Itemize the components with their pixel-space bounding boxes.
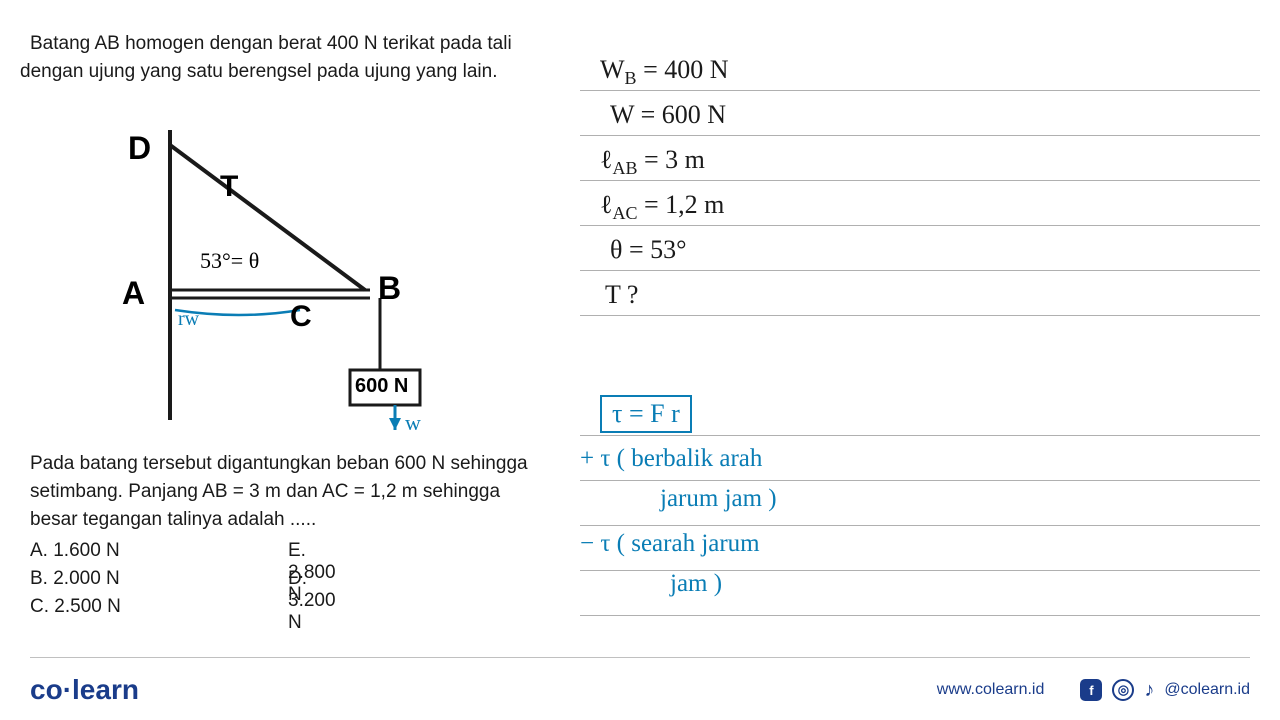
work-note2a: − τ ( searah jarum (580, 530, 760, 558)
problem-text2-l2: setimbang. Panjang AB = 3 m dan AC = 1,2… (30, 478, 500, 506)
diagram-label-c: C (290, 300, 312, 334)
diagram-angle-label: 53°= θ (200, 248, 259, 274)
given-w: W = 600 N (610, 100, 726, 130)
brand-logo: co·learn (30, 674, 139, 706)
diagram-label-b: B (378, 270, 401, 307)
formula-box: τ = F r (600, 395, 692, 433)
work-note2b: jam ) (670, 570, 722, 598)
problem-text2-l1: Pada batang tersebut digantungkan beban … (30, 450, 528, 478)
diagram-rw-label: rw (178, 308, 199, 331)
problem-line2: dengan ujung yang satu berengsel pada uj… (20, 58, 498, 86)
option-c: C. 2.500 N (30, 596, 121, 617)
given-lac: ℓAC = 1,2 m (600, 190, 724, 224)
work-note1b: jarum jam ) (660, 485, 777, 513)
diagram-label-a: A (122, 275, 145, 312)
given-theta: θ = 53° (610, 235, 687, 265)
option-b: B. 2.000 N (30, 568, 120, 589)
given-t-question: T ? (605, 280, 638, 310)
footer-divider (30, 657, 1250, 658)
work-note1a: + τ ( berbalik arah (580, 445, 762, 473)
diagram-label-t: T (220, 170, 238, 204)
footer: co·learn www.colearn.id f ◎ ♪ @colearn.i… (0, 660, 1280, 720)
tiktok-icon: ♪ (1144, 679, 1154, 702)
option-d: D. 3.200 N (288, 568, 336, 634)
instagram-icon: ◎ (1112, 679, 1134, 701)
diagram-label-d: D (128, 130, 151, 167)
given-lab: ℓAB = 3 m (600, 145, 705, 179)
facebook-icon: f (1080, 679, 1102, 701)
option-a: A. 1.600 N (30, 540, 120, 561)
diagram-weight-box: 600 N (355, 375, 408, 398)
physics-diagram: D A B C T 53°= θ 600 N rw w (100, 120, 440, 430)
given-wb: WB = 400 N (600, 55, 729, 89)
footer-handle: @colearn.id (1164, 681, 1250, 699)
diagram-w-label: w (405, 410, 421, 436)
problem-line1: Batang AB homogen dengan berat 400 N ter… (30, 30, 512, 58)
footer-url: www.colearn.id (937, 681, 1045, 699)
problem-text2-l3: besar tegangan talinya adalah ..... (30, 506, 316, 534)
options-block: A. 1.600 NE. 2.800 N B. 2.000 ND. 3.200 … (30, 540, 121, 624)
